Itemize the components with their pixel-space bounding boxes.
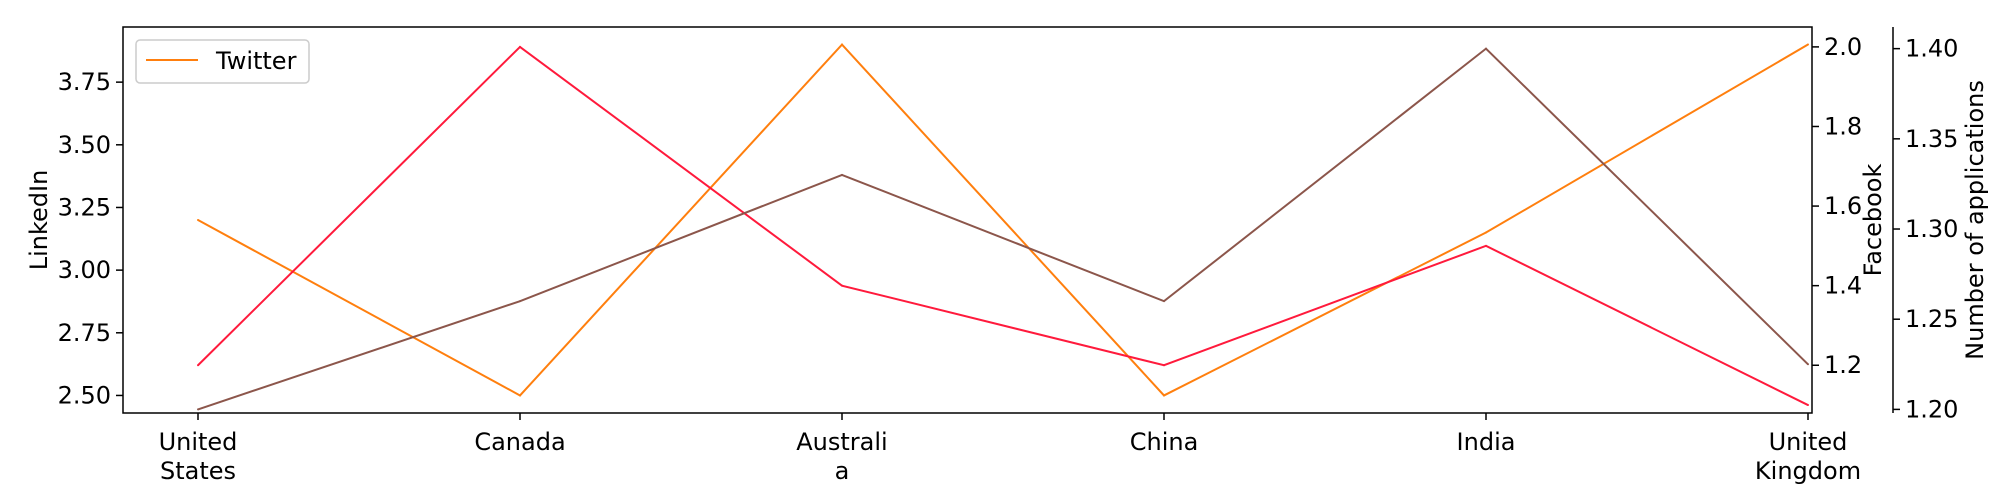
- x-tick-label: India: [1457, 428, 1516, 456]
- x-tick-label-line: Australi: [796, 428, 887, 456]
- data-point-twitter-2: [841, 43, 843, 46]
- data-point-right1-5: [1807, 404, 1809, 407]
- x-tick-label-line: States: [160, 457, 236, 485]
- y-left-tick-label: 2.50: [58, 381, 111, 409]
- data-point-right2-4: [1485, 47, 1487, 50]
- y-left-axis-title: LinkedIn: [25, 170, 53, 271]
- y-left-tick-label: 2.75: [58, 319, 111, 347]
- x-tick-label: Australi a: [796, 428, 887, 485]
- y-right1-tick-label: 1.2: [1824, 351, 1862, 379]
- x-tick-label-line: Kingdom: [1755, 457, 1861, 485]
- x-tick-label: United States: [159, 428, 238, 485]
- y-right1-tick-label: 1.8: [1824, 112, 1862, 140]
- data-point-right1-3: [1163, 364, 1165, 367]
- data-point-right2-2: [841, 173, 843, 176]
- x-tick-label-line: United: [159, 428, 238, 456]
- legend-box: [135, 39, 310, 84]
- y-right2-tick-label: 1.40: [1905, 35, 1958, 63]
- data-point-twitter-0: [197, 219, 199, 221]
- data-point-twitter-1: [519, 394, 521, 397]
- x-tick-label: China: [1130, 428, 1199, 456]
- x-tick-label: United Kingdom: [1755, 428, 1861, 485]
- data-point-right2-3: [1163, 300, 1165, 303]
- x-tick-label-line: United: [1769, 428, 1848, 456]
- y-left-tick-label: 3.25: [58, 193, 111, 221]
- y-right1-tick-label: 1.6: [1824, 192, 1862, 220]
- legend: Twitter: [135, 39, 310, 84]
- data-point-right2-0: [197, 408, 199, 411]
- x-tick-label-line: India: [1457, 428, 1516, 456]
- data-point-twitter-4: [1485, 231, 1487, 234]
- y-right2-tick-label: 1.25: [1905, 305, 1958, 333]
- data-point-right1-1: [519, 45, 521, 48]
- y-left-tick-label: 3.50: [58, 131, 111, 159]
- data-point-right2-1: [519, 300, 521, 303]
- y-right2-axis-title: Number of applications: [1961, 80, 1989, 360]
- data-point-right2-5: [1807, 363, 1809, 366]
- plot-frame: [122, 26, 1813, 414]
- x-tick-label-line: a: [835, 457, 850, 485]
- data-point-twitter-3: [1163, 394, 1165, 397]
- data-point-right1-4: [1485, 244, 1487, 247]
- y-right1-tick-label: 1.4: [1824, 272, 1862, 300]
- y-left-tick-label: 3.75: [58, 68, 111, 96]
- legend-label-twitter: Twitter: [215, 47, 297, 75]
- y-right2-tick-label: 1.35: [1905, 125, 1958, 153]
- data-point-twitter-5: [1807, 43, 1809, 46]
- series-layer: [197, 43, 1809, 411]
- data-point-right1-2: [841, 284, 843, 287]
- x-tick-label-line: Canada: [474, 428, 565, 456]
- series-line-twitter: [197, 43, 1809, 397]
- y-right2-tick-label: 1.20: [1905, 395, 1958, 423]
- x-tick-label-line: China: [1130, 428, 1199, 456]
- y-right1-tick-label: 2.0: [1824, 33, 1862, 61]
- series-line-right1: [197, 45, 1809, 406]
- y-right1-axis-title: Facebook: [1859, 164, 1887, 277]
- series-line-right2: [197, 47, 1809, 411]
- data-point-right1-0: [197, 364, 199, 367]
- y-right2-tick-label: 1.30: [1905, 215, 1958, 243]
- y-left-tick-label: 3.00: [58, 256, 111, 284]
- x-tick-label: Canada: [474, 428, 565, 456]
